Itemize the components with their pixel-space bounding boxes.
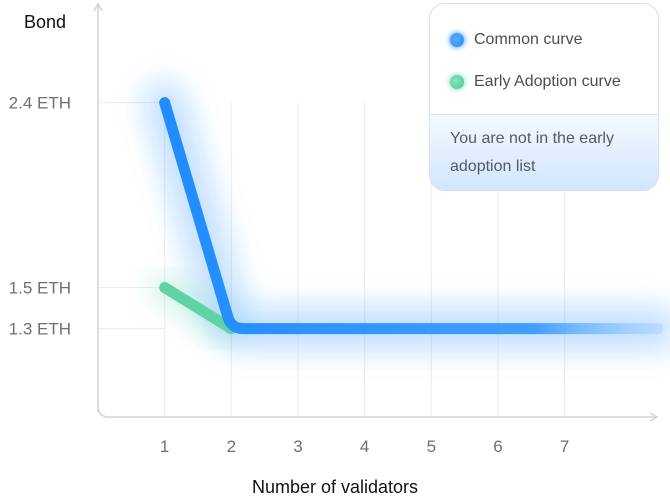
- y-axis-title: Bond: [24, 12, 66, 32]
- x-tick-label: 1: [160, 437, 169, 456]
- legend-common-dot: [450, 33, 464, 47]
- notice-text: You are not in the early adoption list: [450, 130, 614, 175]
- y-axis-arrow: [93, 2, 103, 12]
- series-early-line: [159, 282, 237, 335]
- legend-early-dot: [450, 75, 464, 89]
- y-tick-label: 2.4 ETH: [9, 94, 71, 113]
- x-axis: [97, 405, 657, 418]
- x-axis-title: Number of validators: [252, 477, 418, 497]
- y-tick-label: 1.5 ETH: [9, 279, 71, 298]
- x-tick-label: 7: [560, 437, 569, 456]
- legend-common-label: Common curve: [474, 31, 583, 48]
- legend: Common curve Early Adoption curve You ar…: [429, 3, 659, 191]
- legend-early-label: Early Adoption curve: [474, 73, 621, 90]
- series-lines: [159, 97, 664, 335]
- early-adoption-notice: You are not in the early adoption list: [430, 114, 658, 190]
- legend-item-common: Common curve: [450, 31, 582, 49]
- tick-labels: 1 2 3 4 5 6 7 2.4 ETH 1.5 ETH 1.3 ETH: [9, 94, 570, 456]
- series-common-line: [159, 97, 664, 335]
- x-tick-label: 5: [427, 437, 436, 456]
- x-tick-label: 2: [227, 437, 236, 456]
- y-tick-label: 1.3 ETH: [9, 320, 71, 339]
- x-tick-label: 3: [293, 437, 302, 456]
- x-axis-arrow: [649, 412, 659, 422]
- x-tick-label: 4: [360, 437, 369, 456]
- x-tick-label: 6: [493, 437, 502, 456]
- legend-item-early: Early Adoption curve: [450, 73, 621, 91]
